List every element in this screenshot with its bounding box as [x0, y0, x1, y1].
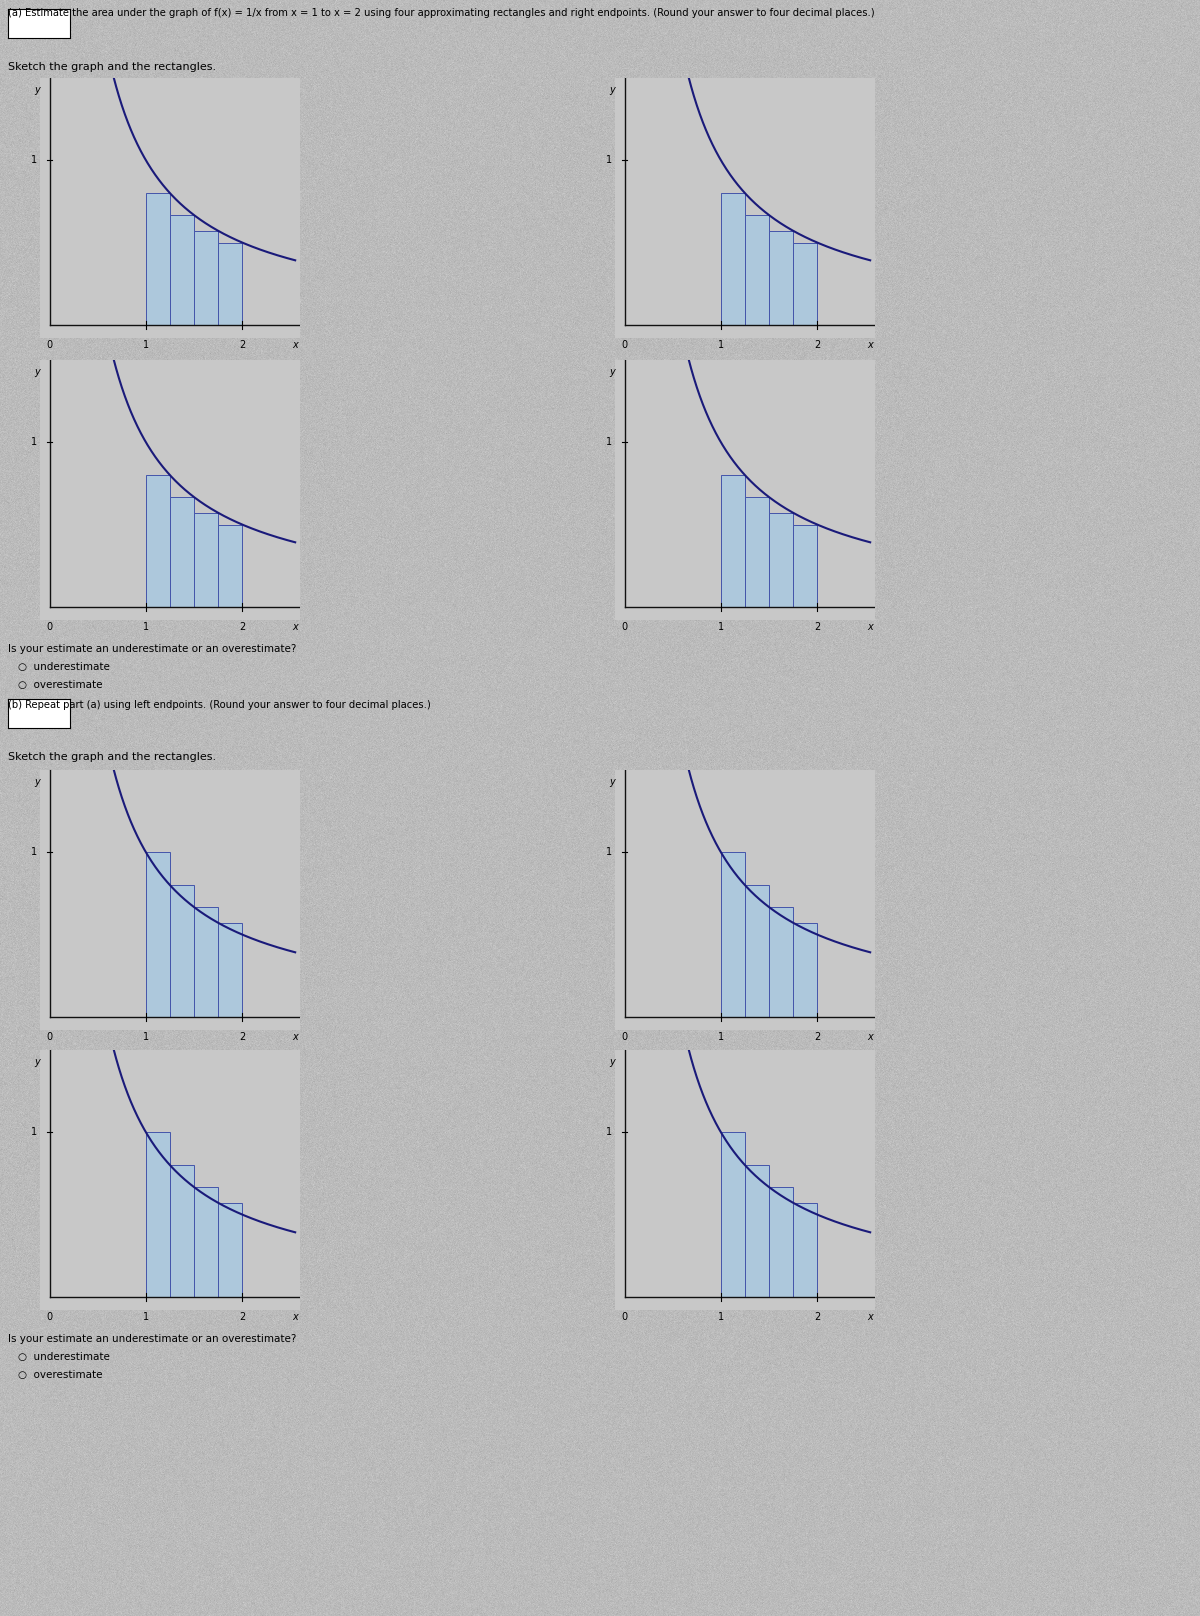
Text: 2: 2 — [239, 1312, 245, 1322]
Text: 0: 0 — [622, 622, 628, 632]
Bar — [721, 1133, 745, 1296]
Text: ○  overestimate: ○ overestimate — [18, 1370, 102, 1380]
Text: y: y — [610, 367, 614, 378]
Text: y: y — [610, 86, 614, 95]
Text: 1: 1 — [31, 1128, 37, 1138]
Text: 0: 0 — [47, 1312, 53, 1322]
Text: ○  underestimate: ○ underestimate — [18, 663, 110, 672]
Text: 1: 1 — [606, 1128, 612, 1138]
Text: Sketch the graph and the rectangles.: Sketch the graph and the rectangles. — [8, 61, 216, 73]
Text: 2: 2 — [814, 1312, 821, 1322]
Text: 0: 0 — [47, 622, 53, 632]
Text: x: x — [868, 622, 874, 632]
Bar — [745, 215, 769, 325]
Text: x: x — [293, 1031, 298, 1042]
Bar — [721, 194, 745, 325]
Bar — [170, 886, 194, 1016]
Text: (a) Estimate the area under the graph of f(x) = 1/x from x = 1 to x = 2 using fo: (a) Estimate the area under the graph of… — [8, 8, 875, 18]
Bar — [793, 242, 817, 325]
Text: 1: 1 — [143, 1031, 149, 1042]
Text: 1: 1 — [718, 1031, 724, 1042]
Bar — [146, 475, 170, 608]
Bar — [218, 923, 242, 1016]
Text: x: x — [293, 1312, 298, 1322]
Text: ○  underestimate: ○ underestimate — [18, 1353, 110, 1362]
Text: 0: 0 — [47, 1031, 53, 1042]
Text: x: x — [293, 339, 298, 349]
Text: Sketch the graph and the rectangles.: Sketch the graph and the rectangles. — [8, 751, 216, 763]
Bar — [194, 231, 218, 325]
Text: 0: 0 — [622, 339, 628, 349]
Bar — [194, 512, 218, 608]
Bar — [793, 525, 817, 608]
Bar — [218, 1202, 242, 1296]
Text: 2: 2 — [814, 622, 821, 632]
Text: 1: 1 — [31, 155, 37, 165]
Text: 1: 1 — [143, 339, 149, 349]
Bar — [170, 498, 194, 608]
Bar — [146, 194, 170, 325]
Text: Is your estimate an underestimate or an overestimate?: Is your estimate an underestimate or an … — [8, 645, 296, 654]
Text: 1: 1 — [718, 1312, 724, 1322]
Text: 2: 2 — [239, 1031, 245, 1042]
Text: y: y — [35, 367, 40, 378]
Bar — [721, 475, 745, 608]
Text: y: y — [35, 1057, 40, 1068]
Bar — [793, 1202, 817, 1296]
Text: Is your estimate an underestimate or an overestimate?: Is your estimate an underestimate or an … — [8, 1333, 296, 1345]
Bar — [194, 907, 218, 1016]
Text: (b) Repeat part (a) using left endpoints. (Round your answer to four decimal pla: (b) Repeat part (a) using left endpoints… — [8, 700, 431, 709]
Text: 1: 1 — [31, 847, 37, 856]
Text: y: y — [610, 1057, 614, 1068]
Text: 1: 1 — [606, 847, 612, 856]
Bar — [146, 852, 170, 1016]
Text: 1: 1 — [718, 339, 724, 349]
Bar — [146, 1133, 170, 1296]
Bar — [745, 886, 769, 1016]
Text: 1: 1 — [143, 1312, 149, 1322]
Text: 2: 2 — [814, 1031, 821, 1042]
Bar — [769, 1188, 793, 1296]
Text: y: y — [610, 777, 614, 787]
Text: 1: 1 — [31, 438, 37, 448]
Text: 1: 1 — [718, 622, 724, 632]
Text: y: y — [35, 777, 40, 787]
Bar — [170, 1165, 194, 1296]
Bar — [194, 1188, 218, 1296]
Text: 2: 2 — [239, 622, 245, 632]
Bar — [745, 498, 769, 608]
Bar — [769, 512, 793, 608]
Text: 2: 2 — [814, 339, 821, 349]
Text: 0: 0 — [47, 339, 53, 349]
Text: 2: 2 — [239, 339, 245, 349]
Bar — [745, 1165, 769, 1296]
Bar — [218, 525, 242, 608]
Bar — [721, 852, 745, 1016]
Text: 1: 1 — [606, 155, 612, 165]
Text: x: x — [868, 1312, 874, 1322]
Bar — [769, 907, 793, 1016]
Text: ○  overestimate: ○ overestimate — [18, 680, 102, 690]
Text: x: x — [868, 339, 874, 349]
Text: x: x — [868, 1031, 874, 1042]
Text: 1: 1 — [143, 622, 149, 632]
Bar — [793, 923, 817, 1016]
Text: x: x — [293, 622, 298, 632]
Text: 1: 1 — [606, 438, 612, 448]
Bar — [170, 215, 194, 325]
Bar — [218, 242, 242, 325]
Bar — [769, 231, 793, 325]
Text: 0: 0 — [622, 1031, 628, 1042]
Text: 0: 0 — [622, 1312, 628, 1322]
Text: y: y — [35, 86, 40, 95]
